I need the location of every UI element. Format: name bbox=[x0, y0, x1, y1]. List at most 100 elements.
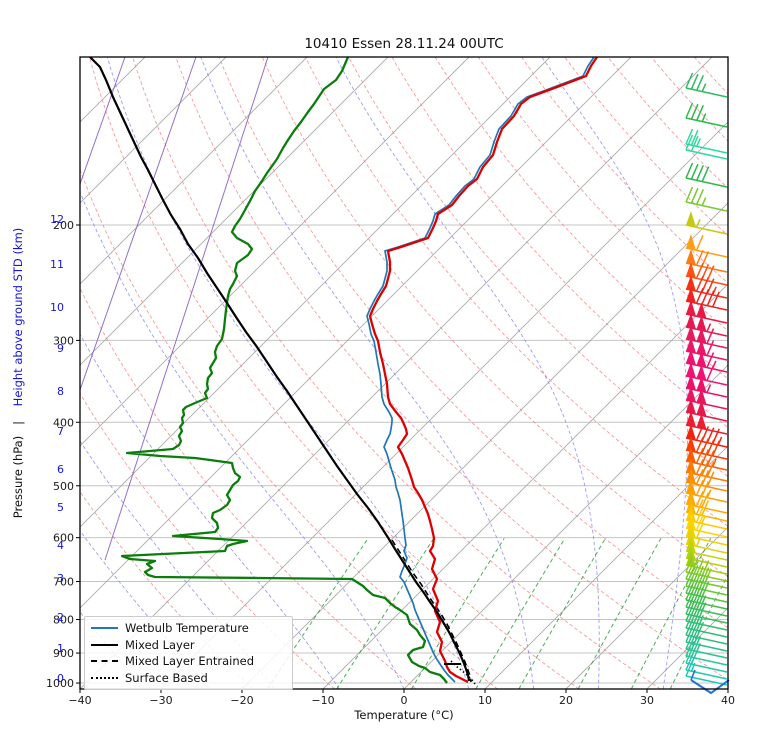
wind-barb-feather bbox=[695, 459, 704, 475]
wind-barb-flag bbox=[686, 337, 696, 354]
wind-barb-feather bbox=[690, 613, 699, 630]
violet-reference-line bbox=[104, 57, 269, 561]
dry-adiabat-line bbox=[304, 57, 728, 527]
wind-barb bbox=[685, 612, 728, 638]
moist-adiabat-line bbox=[541, 57, 689, 689]
wind-barb-feather bbox=[685, 654, 694, 671]
wind-barb-feather bbox=[696, 587, 704, 603]
wind-barb bbox=[685, 102, 728, 128]
pressure-tick-label: 200 bbox=[53, 219, 74, 232]
wind-barb-feather bbox=[701, 481, 710, 497]
wind-barb-staff bbox=[685, 149, 728, 160]
wind-barb-flag bbox=[696, 413, 707, 430]
wind-barb-feather bbox=[690, 627, 699, 644]
wind-barb-feather bbox=[696, 580, 704, 596]
wind-barb-feather bbox=[695, 276, 704, 292]
moist-adiabat-line bbox=[200, 57, 535, 689]
wind-barb bbox=[685, 374, 728, 398]
x-tick-label: −40 bbox=[68, 694, 91, 707]
wind-barb bbox=[685, 654, 728, 680]
wind-barb-flag bbox=[686, 275, 696, 292]
wind-barb-staff bbox=[685, 177, 728, 188]
mixing-ratio-line bbox=[336, 538, 435, 689]
wind-barb-feather bbox=[712, 291, 720, 308]
wind-barb-half-feather bbox=[701, 197, 707, 206]
isotherm-line bbox=[80, 57, 308, 285]
dry-adiabat-line bbox=[132, 57, 661, 689]
wind-barb-half-feather bbox=[706, 489, 712, 498]
wind-barb-staff bbox=[685, 634, 728, 645]
x-tick-label: −20 bbox=[230, 694, 253, 707]
wind-barb-staff bbox=[685, 571, 728, 582]
wind-barb-feather bbox=[685, 660, 694, 677]
wind-barb-feather bbox=[685, 72, 694, 89]
wind-barb-feather bbox=[706, 290, 715, 306]
wind-barb-half-feather bbox=[695, 218, 701, 228]
wind-barb bbox=[685, 577, 728, 603]
wind-barb-flag bbox=[686, 313, 696, 330]
wind-barb-feather bbox=[706, 461, 715, 477]
wind-barb-feather bbox=[695, 523, 704, 539]
wind-barb-feather bbox=[685, 598, 694, 615]
wind-barb-feather bbox=[690, 599, 699, 616]
chart-title: 10410 Essen 28.11.24 00UTC bbox=[304, 36, 504, 52]
wind-barb-staff bbox=[685, 613, 728, 624]
wind-barb-feather bbox=[690, 564, 699, 581]
wind-barb-feather bbox=[685, 102, 694, 119]
wind-barb-flag bbox=[696, 376, 707, 393]
wind-barb-flag bbox=[686, 300, 696, 317]
x-axis-label: Temperature (°C) bbox=[353, 708, 453, 722]
wind-barb bbox=[685, 633, 728, 659]
wind-barb-feather bbox=[695, 469, 704, 485]
isotherm-line bbox=[0, 57, 64, 689]
moist-adiabat-line bbox=[727, 686, 728, 689]
wind-barb-feather bbox=[696, 566, 704, 582]
wind-barb-flag bbox=[686, 249, 696, 266]
wind-barb-feather bbox=[690, 187, 699, 204]
wind-barb-feather bbox=[685, 647, 694, 664]
height-km-label: 0 bbox=[57, 672, 64, 685]
wind-barb-feather bbox=[701, 460, 710, 476]
wind-barb-feather bbox=[695, 499, 704, 515]
wind-barb-flag bbox=[696, 351, 707, 368]
wind-barb-feather bbox=[690, 606, 699, 623]
wind-barb-staff bbox=[685, 578, 728, 589]
wind-barb bbox=[685, 640, 728, 666]
wind-barb bbox=[685, 598, 728, 624]
wind-barb-feather bbox=[685, 563, 694, 580]
wind-barb-flag bbox=[686, 386, 696, 403]
wind-barb-flag bbox=[696, 388, 707, 405]
wind-barb-feather bbox=[685, 134, 694, 151]
wind-barb-feather bbox=[685, 605, 694, 622]
wind-barb-flag bbox=[696, 339, 707, 356]
wind-barb bbox=[685, 570, 728, 596]
wind-barb-feather bbox=[696, 105, 704, 121]
wind-barb-flag bbox=[696, 327, 707, 344]
wind-barb-feather bbox=[706, 439, 715, 455]
wind-barb-flag bbox=[686, 447, 696, 464]
wind-barb bbox=[685, 313, 728, 337]
height-km-label: 5 bbox=[57, 501, 64, 514]
x-tick-label: −30 bbox=[149, 694, 172, 707]
wind-barb bbox=[685, 591, 728, 617]
wind-barb-feather bbox=[695, 250, 704, 266]
wind-barb-feather bbox=[706, 365, 715, 381]
wind-barb-flag bbox=[686, 234, 696, 251]
wind-barb-feather bbox=[695, 515, 704, 531]
wind-barb-flag bbox=[686, 374, 696, 391]
wind-barb-feather bbox=[690, 73, 699, 90]
legend-label: Mixed Layer Entrained bbox=[125, 654, 255, 669]
wind-barb-feather bbox=[706, 328, 715, 344]
wind-barb-staff bbox=[685, 201, 728, 212]
wind-barb-feather bbox=[685, 640, 694, 657]
wind-barb-feather bbox=[690, 103, 699, 120]
violet-reference-line bbox=[80, 57, 197, 391]
mixed-layer-entrained-curve bbox=[391, 539, 472, 683]
wind-barb-feather bbox=[685, 570, 694, 587]
moist-adiabat-line bbox=[80, 333, 340, 689]
wind-barb-flag bbox=[686, 468, 696, 485]
wind-barb-feather bbox=[685, 162, 694, 179]
plot-frame bbox=[79, 56, 729, 690]
wind-barb-feather bbox=[696, 622, 704, 638]
dry-adiabat-line bbox=[80, 287, 417, 689]
